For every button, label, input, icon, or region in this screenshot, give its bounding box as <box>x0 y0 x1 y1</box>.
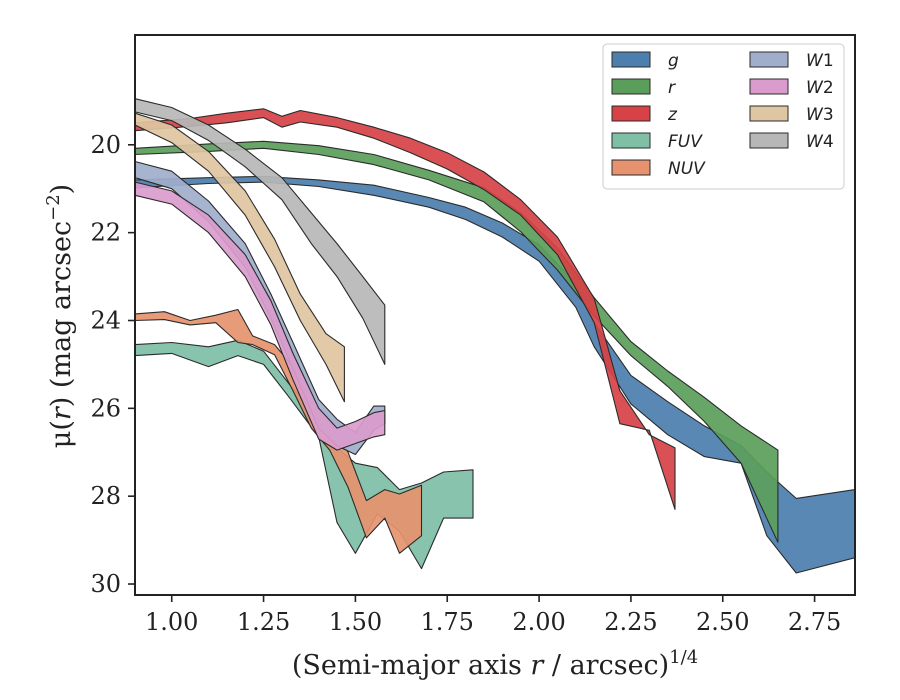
y-tick-label: 28 <box>90 482 121 510</box>
legend-swatch-w2 <box>749 78 789 95</box>
x-tick-label: 1.25 <box>237 608 290 636</box>
x-tick-label: 1.00 <box>145 608 198 636</box>
legend-label-g: g <box>668 51 679 71</box>
band-w4 <box>134 98 386 365</box>
legend-swatch-nuv <box>611 159 651 176</box>
band-w2 <box>134 181 386 451</box>
x-axis: 1.00 1.25 1.50 1.75 2.00 2.25 2.50 2.75 <box>145 595 841 636</box>
legend-label-z: z <box>667 105 678 125</box>
band-z <box>134 108 676 510</box>
legend-label-nuv: NUV <box>668 159 706 179</box>
x-tick-label: 2.00 <box>512 608 565 636</box>
x-axis-label: (Semi-major axis r / arcsec)1/4 <box>292 647 698 681</box>
legend-swatch-w3 <box>749 105 789 122</box>
band-w3 <box>134 112 345 403</box>
y-tick-label: 24 <box>90 306 121 334</box>
legend-swatch-g <box>611 51 651 68</box>
legend-swatch-w4 <box>749 132 789 149</box>
x-tick-label: 1.50 <box>329 608 382 636</box>
legend-swatch-w1 <box>749 51 789 68</box>
legend-label-r: r <box>668 78 676 98</box>
legend-label-w4: W4 <box>806 132 834 152</box>
plot-frame <box>134 34 856 596</box>
legend-swatch-r <box>611 78 651 95</box>
y-axis: 20 22 24 26 28 30 <box>90 131 135 598</box>
legend-swatch-fuv <box>611 132 651 149</box>
band-r <box>134 140 779 543</box>
x-tick-label: 1.75 <box>421 608 474 636</box>
y-tick-label: 30 <box>90 570 121 598</box>
x-tick-label: 2.50 <box>696 608 749 636</box>
profile-bands <box>134 98 856 574</box>
y-tick-label: 22 <box>90 219 121 247</box>
legend-label-w2: W2 <box>806 78 834 98</box>
legend-label-w3: W3 <box>806 105 834 125</box>
y-axis-label: μ(r) (mag arcsec−2) <box>43 184 77 448</box>
legend-label-fuv: FUV <box>668 132 703 152</box>
x-tick-label: 2.75 <box>788 608 841 636</box>
y-tick-label: 20 <box>90 131 121 159</box>
legend-label-w1: W1 <box>806 51 834 71</box>
x-tick-label: 2.25 <box>604 608 657 636</box>
y-tick-label: 26 <box>90 394 121 422</box>
band-nuv <box>134 308 423 554</box>
legend-swatch-z <box>611 105 651 122</box>
legend: grz FUV NUV W1 W2 W3 W4 <box>602 43 845 190</box>
